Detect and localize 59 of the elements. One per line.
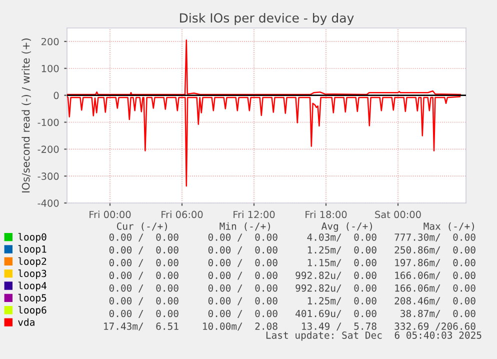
text: 992.82u/ 0.00 (296, 284, 376, 292)
text: 166.06m/ 0.00 (395, 284, 476, 292)
legend-label: loop6 (18, 306, 46, 316)
legend-label: loop5 (18, 294, 46, 304)
text: 0.00 / 0.00 (208, 258, 278, 268)
x-tick-label: Fri 18:00 (306, 210, 347, 218)
legend-label: loop1 (18, 245, 46, 255)
text: 1.25m/ 0.00 (308, 297, 376, 306)
text: 250.86m/ 0.00 (394, 246, 476, 254)
legend-label: loop3 (18, 270, 46, 280)
text: 0.00 / 0.00 (208, 310, 278, 318)
chart-title: Disk IOs per device - by day (180, 12, 354, 26)
y-tick-label: -200 (38, 146, 59, 153)
text: 0.00 / 0.00 (109, 233, 178, 242)
legend-label: loop4 (18, 282, 46, 292)
text: Max (-/+) (424, 222, 474, 231)
text: 0.00 / 0.00 (109, 310, 178, 318)
text: 0.00 / 0.00 (208, 246, 278, 254)
y-tick-label: -400 (38, 199, 59, 207)
text: 1.25m/ 0.00 (308, 246, 376, 254)
text: Avg (-/+) (322, 222, 372, 232)
text: 208.46m/ 0.00 (394, 297, 476, 306)
text: 0.00 / 0.00 (109, 284, 178, 292)
text: 13.49 / 5.78 (302, 322, 376, 331)
text: Cur (-/+) (116, 222, 167, 231)
y-tick-label: -100 (38, 118, 59, 126)
text: 17.43m/ 6.51 (104, 322, 178, 331)
text: 0.00 / 0.00 (208, 297, 278, 306)
y-tick-label: 0 (54, 92, 59, 100)
legend-label: loop2 (18, 257, 46, 267)
text: 332.69 /206.60 (394, 322, 476, 331)
text: Last update: Sat Dec 6 05:40:03 2025 (266, 331, 482, 341)
y-tick-label: 200 (42, 38, 59, 46)
text: 0.00 / 0.00 (208, 272, 278, 280)
legend-label: vda (18, 318, 34, 326)
text: 0.00 / 0.00 (109, 246, 178, 254)
y-tick-label: 100 (42, 64, 59, 72)
legend-label: loop0 (18, 233, 46, 242)
y-tick-label: -300 (38, 172, 59, 180)
text: 0.00 / 0.00 (208, 284, 278, 292)
text: 0.00 / 0.00 (109, 272, 178, 280)
x-tick-label: Fri 12:00 (234, 210, 275, 218)
x-tick-label: Fri 06:00 (162, 210, 203, 218)
text: 38.87m/ 0.00 (400, 310, 476, 318)
text: 1.15m/ 0.00 (308, 258, 376, 268)
text: 4.03m/ 0.00 (307, 233, 376, 242)
text: 197.86m/ 0.00 (395, 258, 476, 268)
text: 777.30m/ 0.00 (394, 233, 476, 242)
y-axis-title: IOs/second read (-) / write (+) (22, 38, 31, 192)
text: 401.69u/ 0.00 (296, 310, 376, 318)
x-tick-label: Sat 00:00 (375, 210, 421, 218)
x-tick-label: Fri 00:00 (90, 210, 131, 218)
text: 0.00 / 0.00 (109, 258, 178, 268)
text: 166.06m/ 0.00 (395, 272, 476, 280)
text: 10.00m/ 2.08 (203, 322, 278, 331)
text: Min (-/+) (220, 222, 270, 231)
text: 0.00 / 0.00 (109, 297, 178, 306)
text: 992.82u/ 0.00 (296, 272, 376, 280)
text: 0.00 / 0.00 (208, 233, 278, 242)
